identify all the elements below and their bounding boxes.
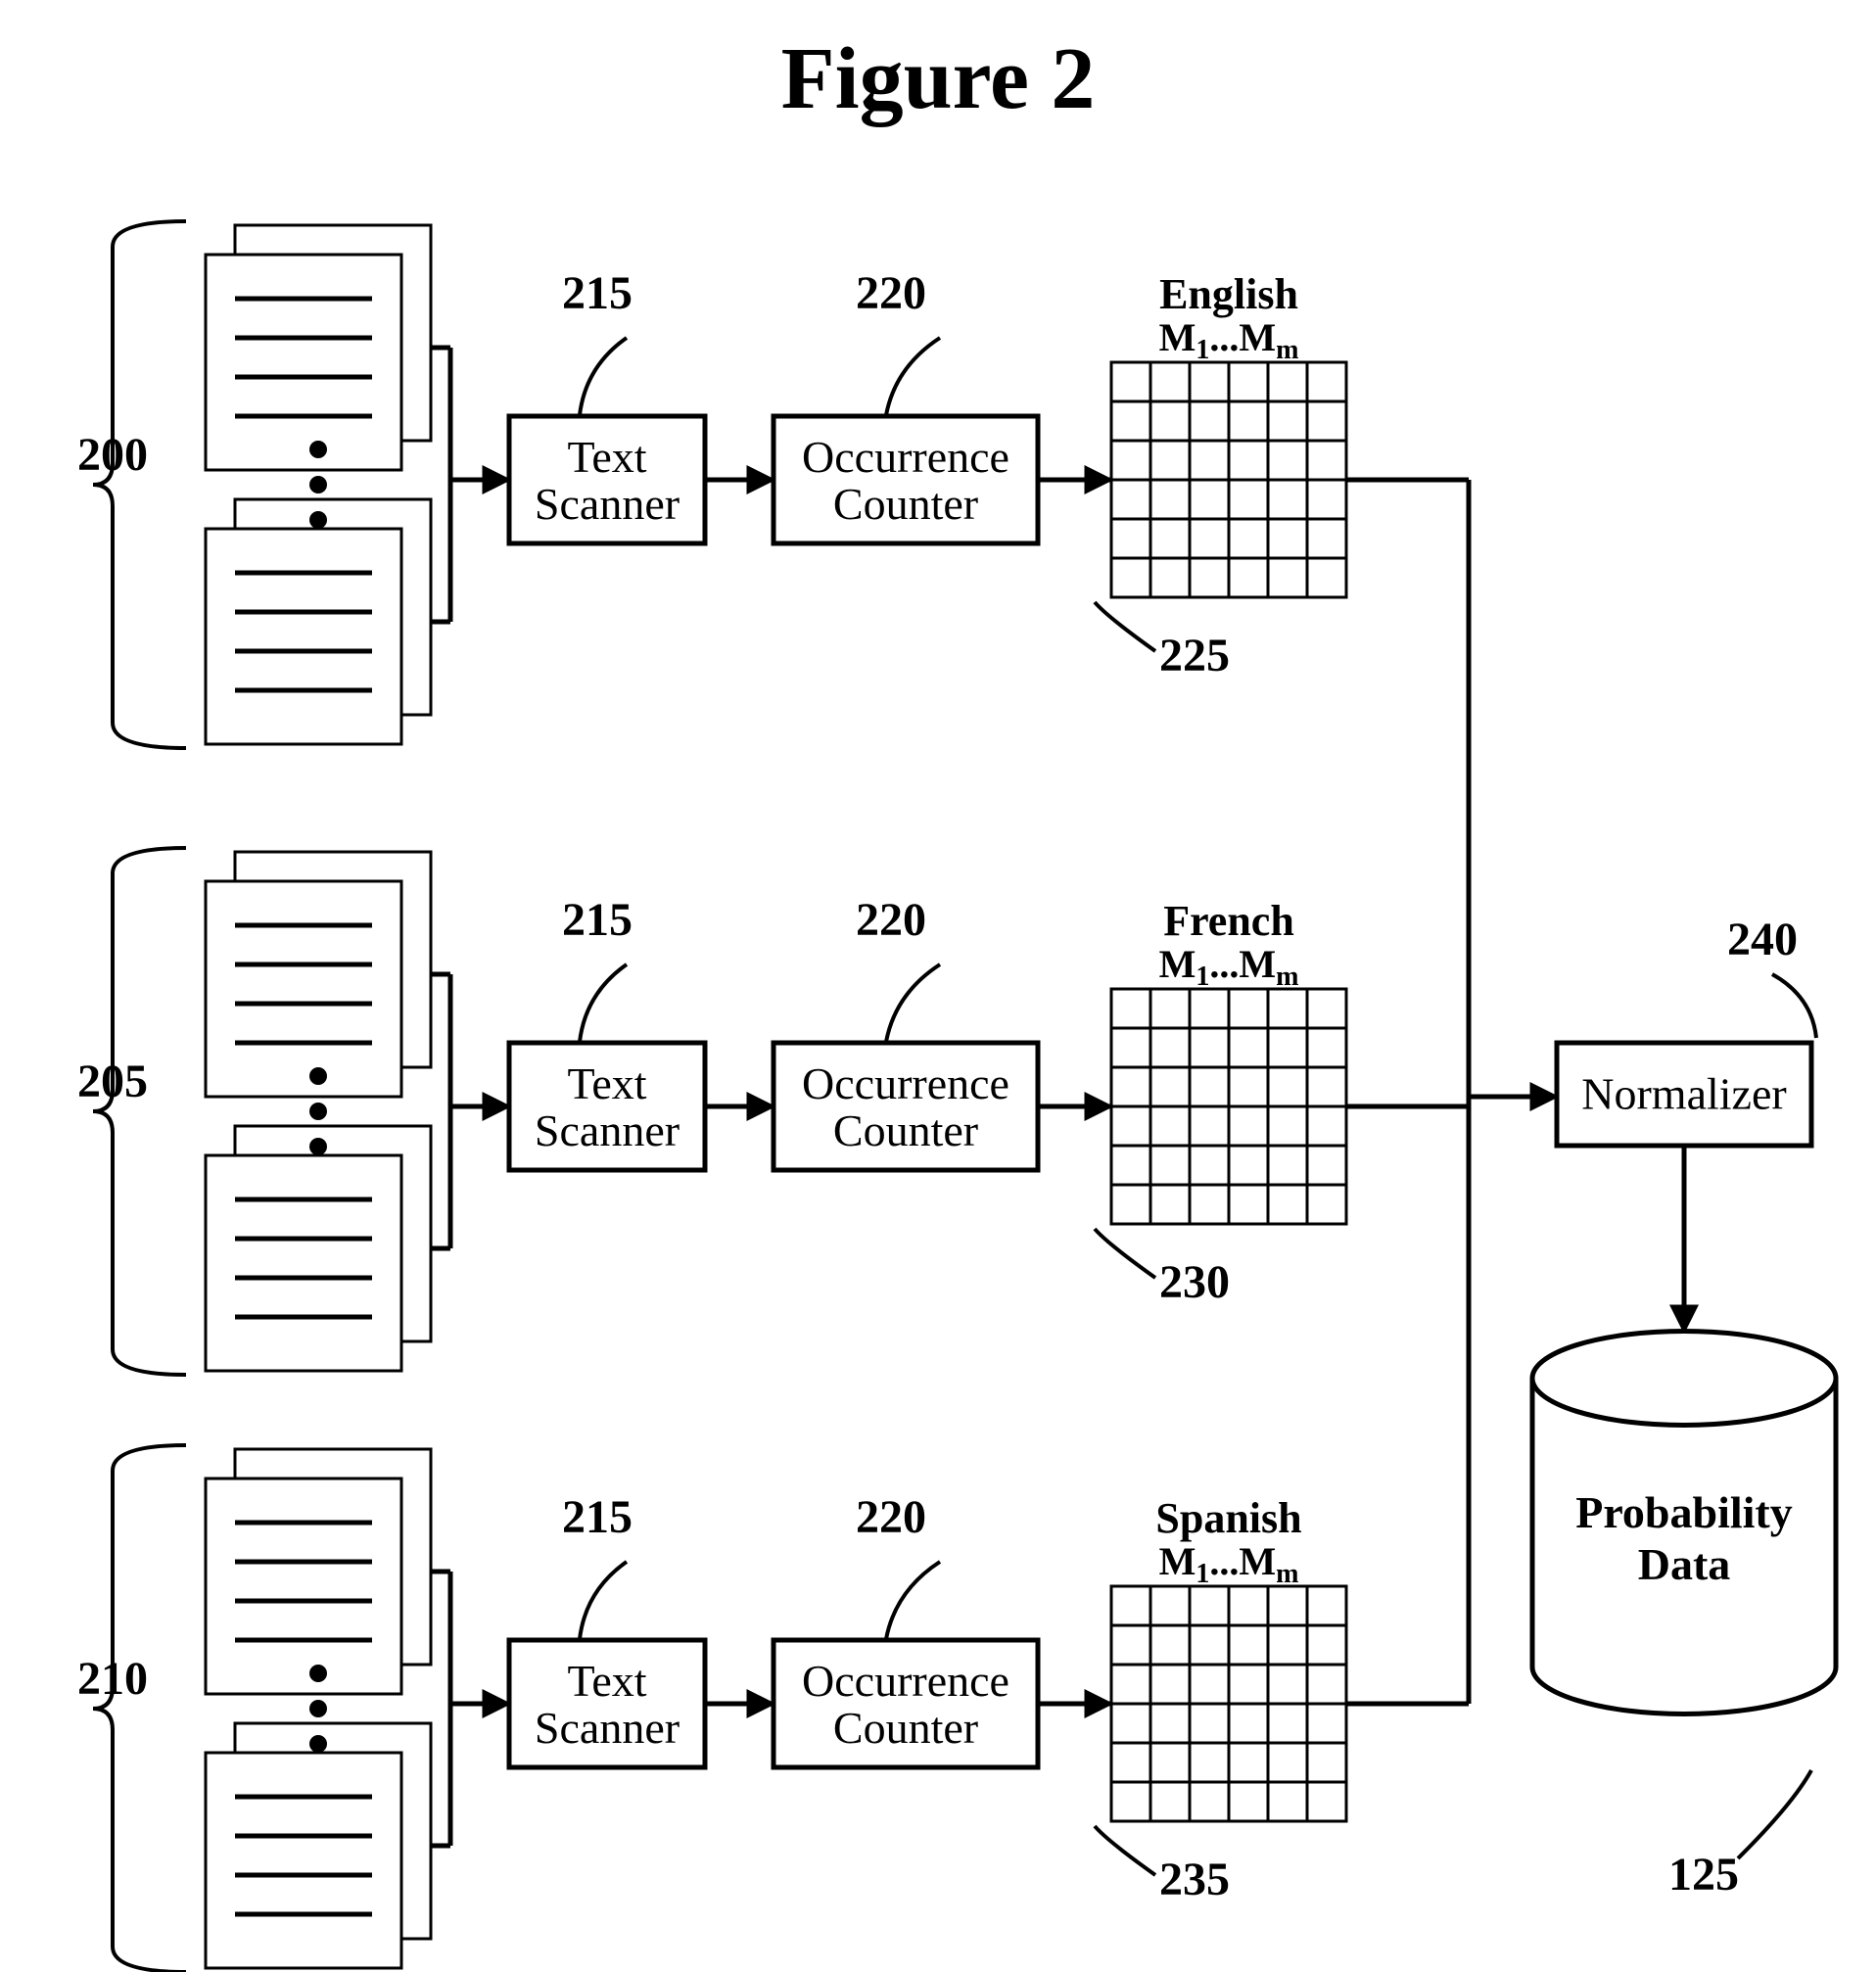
- svg-text:215: 215: [562, 267, 633, 319]
- lead-line: [580, 1562, 627, 1639]
- ellipsis-dot: [309, 1700, 327, 1717]
- ellipsis-dot: [309, 1138, 327, 1155]
- curly-brace: [93, 221, 186, 748]
- svg-text:Text: Text: [567, 432, 646, 482]
- svg-text:220: 220: [856, 267, 926, 319]
- svg-text:French: French: [1163, 897, 1294, 945]
- curly-brace: [93, 848, 186, 1375]
- svg-text:200: 200: [77, 429, 148, 481]
- ellipsis-dot: [309, 1103, 327, 1120]
- document-page: [206, 881, 401, 1097]
- lead-line: [886, 964, 940, 1042]
- svg-text:215: 215: [562, 1491, 633, 1543]
- svg-text:235: 235: [1159, 1854, 1230, 1905]
- matrix-subtitle: M1...Mm: [1159, 315, 1299, 365]
- svg-text:230: 230: [1159, 1256, 1230, 1308]
- svg-text:240: 240: [1727, 914, 1798, 965]
- svg-text:Occurrence: Occurrence: [802, 432, 1009, 482]
- svg-text:English: English: [1159, 270, 1298, 318]
- svg-text:210: 210: [77, 1653, 148, 1705]
- matrix-subtitle: M1...Mm: [1159, 942, 1299, 992]
- figure-diagram: Figure 2200TextScanner215OccurrenceCount…: [0, 0, 1876, 1972]
- svg-text:Occurrence: Occurrence: [802, 1058, 1009, 1108]
- svg-text:225: 225: [1159, 630, 1230, 681]
- lead-line: [580, 964, 627, 1042]
- lead-line: [886, 1562, 940, 1639]
- lead-line: [1772, 974, 1816, 1038]
- document-page: [206, 255, 401, 470]
- svg-text:Counter: Counter: [833, 479, 978, 529]
- lead-line: [1738, 1770, 1811, 1858]
- ellipsis-dot: [309, 1665, 327, 1682]
- svg-text:Scanner: Scanner: [535, 479, 680, 529]
- svg-text:Counter: Counter: [833, 1703, 978, 1753]
- svg-text:Text: Text: [567, 1058, 646, 1108]
- svg-text:Scanner: Scanner: [535, 1105, 680, 1155]
- svg-text:220: 220: [856, 1491, 926, 1543]
- svg-text:205: 205: [77, 1056, 148, 1107]
- svg-text:215: 215: [562, 894, 633, 946]
- document-page: [206, 1155, 401, 1371]
- svg-text:Text: Text: [567, 1656, 646, 1706]
- svg-text:Probability: Probability: [1575, 1487, 1793, 1537]
- curly-brace: [93, 1445, 186, 1972]
- svg-text:Spanish: Spanish: [1155, 1494, 1301, 1542]
- svg-text:Data: Data: [1638, 1539, 1731, 1589]
- ellipsis-dot: [309, 1735, 327, 1753]
- lead-line: [1095, 1229, 1155, 1278]
- ellipsis-dot: [309, 476, 327, 493]
- lead-line: [1095, 602, 1155, 651]
- document-page: [206, 1479, 401, 1694]
- svg-text:125: 125: [1668, 1849, 1739, 1901]
- lead-line: [886, 338, 940, 415]
- ellipsis-dot: [309, 1067, 327, 1085]
- svg-text:Normalizer: Normalizer: [1581, 1069, 1786, 1119]
- lead-line: [580, 338, 627, 415]
- document-page: [206, 529, 401, 744]
- ellipsis-dot: [309, 511, 327, 529]
- svg-text:Occurrence: Occurrence: [802, 1656, 1009, 1706]
- matrix-subtitle: M1...Mm: [1159, 1539, 1299, 1589]
- svg-text:Scanner: Scanner: [535, 1703, 680, 1753]
- svg-text:Counter: Counter: [833, 1105, 978, 1155]
- figure-title: Figure 2: [781, 30, 1096, 127]
- document-page: [206, 1753, 401, 1968]
- ellipsis-dot: [309, 441, 327, 458]
- svg-text:220: 220: [856, 894, 926, 946]
- lead-line: [1095, 1826, 1155, 1875]
